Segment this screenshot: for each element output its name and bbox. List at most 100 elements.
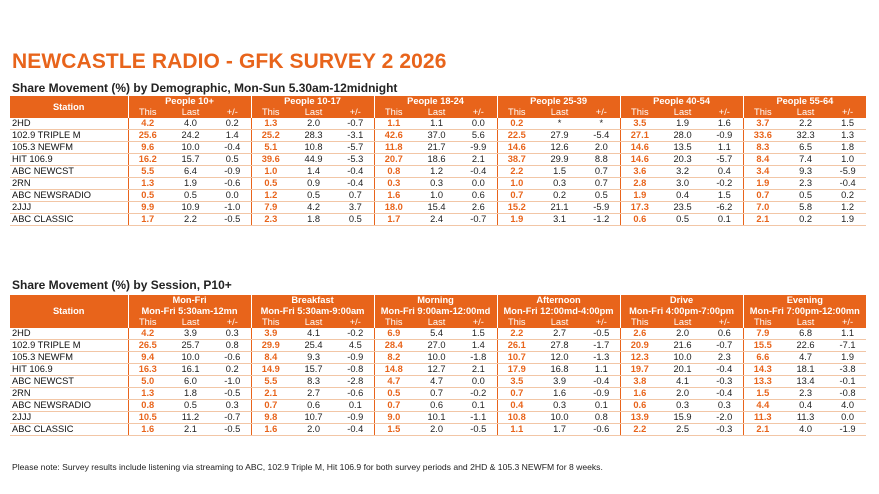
this-value: 2.2: [496, 165, 537, 178]
change-value: 1.5: [706, 189, 744, 202]
change-value: -0.4: [337, 423, 375, 436]
change-value: 1.1: [829, 328, 867, 340]
station-name: ABC NEWSRADIO: [10, 189, 129, 202]
this-value: 0.7: [496, 387, 537, 400]
this-value: 9.9: [128, 201, 167, 214]
last-value: 10.1: [413, 411, 461, 424]
change-value: -0.9: [583, 387, 621, 400]
change-value: 1.1: [706, 141, 744, 154]
change-value: -0.4: [829, 177, 867, 190]
column-header: This: [496, 317, 537, 328]
last-value: 16.8: [536, 363, 584, 376]
this-value: 8.2: [373, 351, 414, 364]
station-name: ABC CLASSIC: [10, 423, 129, 436]
change-value: -0.1: [829, 375, 867, 388]
this-value: 1.9: [496, 213, 537, 226]
change-value: 1.1: [583, 363, 621, 376]
this-value: 0.4: [496, 399, 537, 412]
station-name: 105.3 NEWFM: [10, 351, 129, 364]
change-value: -0.4: [706, 363, 744, 376]
last-value: 4.2: [290, 201, 338, 214]
last-value: 2.0: [290, 118, 338, 130]
this-value: 3.7: [742, 118, 783, 130]
table-row: 105.3 NEWFM 9.4 10.0 -0.6 8.4 9.3 -0.9 8.2 10.0-…: [10, 351, 867, 364]
this-value: 10.7: [496, 351, 537, 364]
last-value: 4.0: [782, 423, 830, 436]
last-value: 3.9: [536, 375, 584, 388]
this-value: 14.6: [619, 153, 660, 166]
last-value: 11.3: [782, 411, 830, 424]
column-header: +/-: [706, 317, 744, 328]
station-name: ABC CLASSIC: [10, 213, 129, 226]
this-value: 1.2: [250, 189, 291, 202]
station-name: 102.9 TRIPLE M: [10, 339, 129, 352]
change-value: 5.6: [460, 129, 498, 142]
last-value: 1.9: [659, 118, 707, 130]
change-value: -0.7: [706, 339, 744, 352]
change-value: 0.0: [460, 177, 498, 190]
change-value: 1.0: [829, 153, 867, 166]
this-value: 26.1: [496, 339, 537, 352]
this-value: 4.2: [128, 328, 167, 340]
this-value: 8.4: [742, 153, 783, 166]
this-value: 13.9: [619, 411, 660, 424]
this-value: 2.1: [742, 423, 783, 436]
last-value: 1.5: [536, 165, 584, 178]
change-value: -3.1: [337, 129, 375, 142]
table-row: 2JJJ 9.9 10.9 -1.0 7.9 4.2 3.7 18.0 15.4 2.6 15.2 2…: [10, 201, 867, 214]
change-value: 1.9: [829, 213, 867, 226]
this-value: 6.6: [742, 351, 783, 364]
change-value: -0.4: [337, 177, 375, 190]
this-value: 14.9: [250, 363, 291, 376]
this-value: 11.8: [373, 141, 414, 154]
last-value: 28.0: [659, 129, 707, 142]
this-value: 12.3: [619, 351, 660, 364]
last-value: 21.1: [536, 201, 584, 214]
column-header: +/-: [583, 107, 621, 118]
last-value: 1.2: [413, 165, 461, 178]
change-value: 0.6: [460, 189, 498, 202]
change-value: -1.9: [829, 423, 867, 436]
column-header: Last: [782, 107, 830, 118]
column-header: This: [742, 317, 783, 328]
change-value: -0.5: [214, 423, 252, 436]
last-value: 25.7: [167, 339, 214, 352]
last-value: 4.0: [167, 118, 214, 130]
table-row: ABC CLASSIC 1.7 2.2 -0.5 2.3 1.8 0.5 1.7 2.4 -0.7…: [10, 213, 867, 226]
this-value: 0.3: [373, 177, 414, 190]
change-value: *: [583, 118, 621, 130]
this-value: 1.6: [373, 189, 414, 202]
change-value: 2.1: [460, 153, 498, 166]
last-value: 3.0: [659, 177, 707, 190]
column-header: This: [127, 317, 167, 328]
table-row: 2JJJ 10.5 11.2 -0.7 9.8 10.7 -0.9 9.0 10.1 -1.1 10…: [10, 411, 867, 424]
change-value: 4.5: [337, 339, 375, 352]
last-value: 4.1: [659, 375, 707, 388]
last-value: 1.6: [536, 387, 584, 400]
change-value: 1.2: [829, 201, 867, 214]
this-value: 3.5: [619, 118, 660, 130]
this-value: 0.7: [250, 399, 291, 412]
last-value: 18.6: [413, 153, 461, 166]
change-value: -0.4: [460, 165, 498, 178]
last-value: 2.5: [659, 423, 707, 436]
column-header: This: [250, 107, 291, 118]
change-value: 1.6: [706, 118, 744, 130]
last-value: 12.0: [536, 351, 584, 364]
last-value: 6.0: [167, 375, 214, 388]
table-row: 105.3 NEWFM 9.6 10.0 -0.4 5.1 10.8 -5.7 11.8 21.…: [10, 141, 867, 154]
station-name: ABC NEWCST: [10, 165, 129, 178]
this-value: 29.9: [250, 339, 291, 352]
change-value: 0.0: [214, 189, 252, 202]
last-value: 32.3: [782, 129, 830, 142]
change-value: 0.8: [214, 339, 252, 352]
change-value: 0.4: [706, 165, 744, 178]
group-header: People 25-39: [496, 96, 621, 107]
this-value: 25.6: [128, 129, 167, 142]
station-name: 102.9 TRIPLE M: [10, 129, 129, 142]
group-time-header: Mon-Fri 5:30am-9:00am: [250, 306, 375, 317]
change-value: -1.3: [583, 351, 621, 364]
last-value: 15.7: [167, 153, 214, 166]
group-time-header: Mon-Fri 5:30am-12mn: [127, 306, 252, 317]
demographic-table: Station People 10+ People 10-17 People 18-2…: [10, 96, 867, 226]
